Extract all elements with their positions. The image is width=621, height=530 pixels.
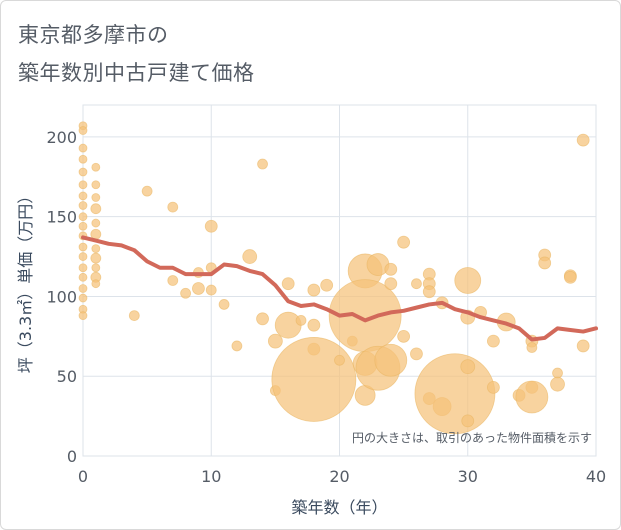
bubble-point <box>374 343 408 377</box>
bubble-point <box>78 284 88 293</box>
bubble-point <box>78 201 88 210</box>
bubble-point <box>397 235 411 249</box>
trend-line <box>81 235 598 342</box>
bubble-point <box>91 244 101 253</box>
bubble-point <box>91 162 101 172</box>
bubble-point <box>91 218 101 228</box>
bubble-point <box>256 312 269 326</box>
bubble-point <box>538 256 552 270</box>
bubble-point <box>526 342 538 353</box>
bubble-point <box>334 354 345 366</box>
bubble-point <box>422 285 436 299</box>
bubble-point <box>192 282 205 295</box>
bubble-point <box>257 158 268 170</box>
bubble-point <box>205 284 217 296</box>
bubble-point <box>218 299 230 310</box>
bubble-point <box>410 347 423 361</box>
bubble-point <box>320 278 334 292</box>
bubble-point <box>78 191 88 201</box>
x-tick-label: 10 <box>201 467 221 486</box>
bubble-point <box>78 272 88 282</box>
x-tick-label: 0 <box>78 467 88 486</box>
x-tick-label: 40 <box>586 467 606 486</box>
x-tick-label: 20 <box>329 467 349 486</box>
bubble-point <box>271 337 357 422</box>
bubble-point <box>550 376 565 392</box>
x-tick-label: 30 <box>458 467 478 486</box>
bubble-point <box>78 311 88 321</box>
bubble-point <box>267 333 283 349</box>
chart-title-line1: 東京都多摩市の <box>18 23 169 47</box>
bubble-point <box>78 154 88 164</box>
bubble-point <box>281 277 295 291</box>
bubble-point <box>414 353 496 435</box>
bubble-point <box>486 380 500 394</box>
bubble-point <box>167 275 179 286</box>
y-tick-label: 200 <box>46 128 77 147</box>
bubble-point <box>307 318 321 332</box>
bubble-point <box>411 278 422 290</box>
bubble-point <box>90 203 102 215</box>
bubble-point <box>91 279 101 289</box>
bubble-point <box>167 201 179 213</box>
bubble-point <box>486 334 500 348</box>
bubble-point <box>78 293 88 303</box>
bubble-point <box>78 212 88 222</box>
bubble-point <box>90 252 102 264</box>
bubble-point <box>576 133 590 147</box>
bubble-point <box>242 249 258 264</box>
bubble-point <box>91 263 101 273</box>
y-tick-label: 150 <box>46 208 77 227</box>
trend-layer <box>81 235 598 342</box>
bubble-layer <box>78 121 590 435</box>
bubble-point <box>141 185 153 197</box>
bubble-point <box>576 339 590 353</box>
bubble-point <box>91 180 101 190</box>
bubble-point <box>78 143 88 153</box>
axes: 0 10 20 30 40 0 50 100 150 200 <box>46 128 606 486</box>
y-tick-label: 50 <box>57 367 77 386</box>
bubble-point <box>128 310 140 322</box>
bubble-point <box>78 180 88 190</box>
bubble-point <box>384 262 398 276</box>
y-tick-label: 0 <box>67 447 77 466</box>
bubble-point <box>78 242 88 252</box>
x-axis-title: 築年数（年） <box>291 498 387 517</box>
bubble-point <box>78 263 88 273</box>
bubble-point <box>78 221 88 231</box>
bubble-point <box>460 359 476 375</box>
bubble-point <box>552 367 563 379</box>
bubble-point <box>307 283 321 297</box>
y-tick-label: 100 <box>46 287 77 306</box>
bubble-point <box>515 380 549 414</box>
y-axis-title: 坪（3.3㎡）単価（万円） <box>16 188 35 373</box>
bubble-point <box>384 277 398 291</box>
bubble-point <box>295 314 307 326</box>
bubble-point <box>180 287 192 299</box>
chart-title: 東京都多摩市の 築年数別中古戸建て価格 <box>18 16 255 92</box>
bubble-point <box>461 414 475 428</box>
bubble-point <box>78 252 88 261</box>
bubble-point <box>454 267 482 294</box>
bubble-point <box>91 193 101 202</box>
bubble-point <box>78 167 88 177</box>
bubble-point <box>274 311 302 339</box>
bubble-point <box>204 219 218 233</box>
bubble-point <box>231 340 243 352</box>
bubble-point <box>397 329 411 343</box>
bubble-point <box>78 126 88 135</box>
size-annotation: 円の大きさは、取引のあった物件面積を示す <box>352 430 592 445</box>
bubble-point <box>563 270 577 284</box>
chart-title-line2: 築年数別中古戸建て価格 <box>18 61 255 85</box>
